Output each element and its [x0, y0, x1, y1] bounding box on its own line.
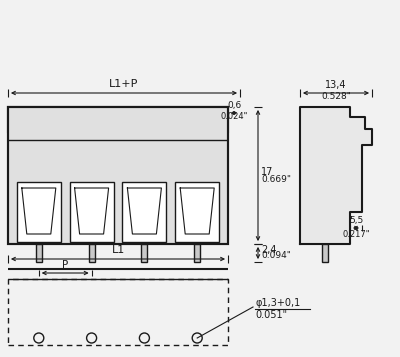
Text: 0.669": 0.669" [261, 175, 291, 184]
Bar [8, 279, 228, 345]
Text: 0.528": 0.528" [321, 92, 351, 101]
Text: φ1,3+0,1: φ1,3+0,1 [255, 298, 300, 308]
Bar [8, 107, 228, 132]
Bar [8, 107, 228, 244]
Text: 0.094": 0.094" [261, 251, 291, 261]
Bar [8, 107, 228, 244]
Text: 2,4: 2,4 [261, 245, 276, 255]
Polygon shape [300, 107, 372, 244]
Text: 13,4: 13,4 [325, 80, 347, 90]
Text: P: P [62, 260, 68, 270]
Text: L1+P: L1+P [109, 79, 139, 89]
Bar [70, 182, 114, 242]
Text: 0,6: 0,6 [227, 101, 241, 110]
Text: 17: 17 [261, 166, 273, 176]
Bar [17, 182, 61, 242]
Bar [122, 182, 166, 242]
Text: 0.217": 0.217" [342, 230, 370, 239]
Bar [194, 244, 200, 262]
Bar [142, 244, 147, 262]
Text: 0.024": 0.024" [220, 112, 248, 121]
Bar [322, 244, 328, 262]
Bar [175, 182, 219, 242]
Bar [36, 244, 42, 262]
Text: L1: L1 [111, 245, 125, 255]
Bar [89, 244, 95, 262]
Text: 0.051": 0.051" [255, 310, 287, 320]
Text: 5,5: 5,5 [349, 216, 363, 225]
